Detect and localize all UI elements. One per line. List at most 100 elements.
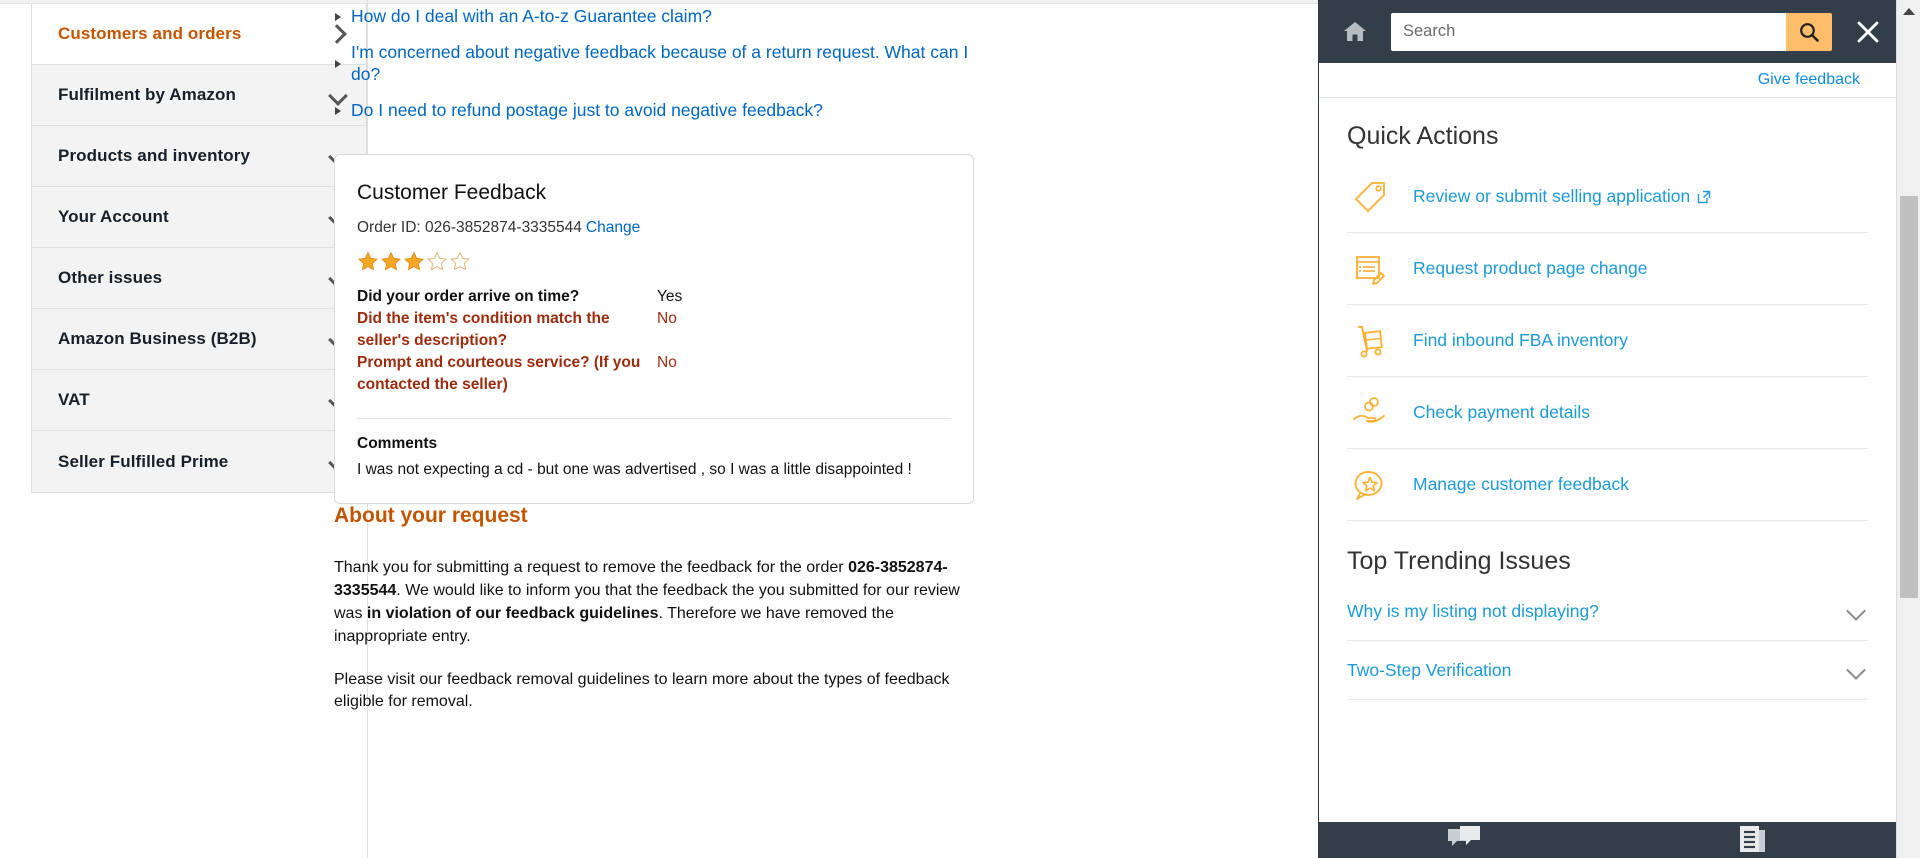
quick-action-review-selling-application[interactable]: Review or submit selling application — [1347, 161, 1868, 233]
quick-action-check-payment-details[interactable]: Check payment details — [1347, 377, 1868, 449]
quick-action-manage-customer-feedback[interactable]: Manage customer feedback — [1347, 449, 1868, 521]
chevron-down-icon — [1846, 600, 1868, 622]
sidebar-item-fulfilment-by-amazon[interactable]: Fulfilment by Amazon — [32, 65, 366, 126]
trending-issue-label: Two-Step Verification — [1347, 659, 1512, 680]
divider — [357, 418, 951, 419]
sidebar-item-label: Products and inventory — [58, 146, 251, 165]
related-faq-list: How do I deal with an A-to-z Guarantee c… — [335, 5, 1035, 135]
quick-action-label: Check payment details — [1413, 402, 1590, 423]
edit-document-icon — [1347, 246, 1393, 292]
star-empty-icon — [426, 251, 448, 271]
star-filled-icon — [358, 251, 378, 271]
table-row: Did the item's condition match the selle… — [357, 308, 951, 352]
sidebar-item-seller-fulfilled-prime[interactable]: Seller Fulfilled Prime — [32, 431, 366, 492]
give-feedback-link[interactable]: Give feedback — [1757, 71, 1860, 88]
sidebar-item-amazon-business[interactable]: Amazon Business (B2B) — [32, 309, 366, 370]
quick-action-text: Find inbound FBA inventory — [1413, 330, 1628, 350]
trending-issue-listing-not-displaying[interactable]: Why is my listing not displaying? — [1347, 582, 1868, 641]
feedback-question: Prompt and courteous service? (If you co… — [357, 354, 641, 393]
faq-link[interactable]: Do I need to refund postage just to avoi… — [351, 100, 823, 121]
sidebar-item-your-account[interactable]: Your Account — [32, 187, 366, 248]
rating-stars — [357, 251, 951, 272]
page-scrollbar[interactable] — [1896, 0, 1920, 858]
quick-action-find-inbound-fba-inventory[interactable]: Find inbound FBA inventory — [1347, 305, 1868, 377]
payment-hand-icon — [1347, 390, 1393, 436]
quick-action-label: Request product page change — [1413, 258, 1647, 279]
change-order-link[interactable]: Change — [585, 219, 641, 236]
about-text-b: . We would like to inform you that the f… — [334, 581, 960, 622]
triangle-bullet-icon — [335, 107, 341, 116]
comments-label: Comments — [357, 435, 438, 452]
chat-bubbles-icon[interactable] — [1319, 825, 1608, 855]
sidebar-item-label: Customers and orders — [58, 24, 242, 43]
order-id-label: Order ID: 026-3852874-3335544 — [357, 219, 582, 236]
sidebar-item-products-and-inventory[interactable]: Products and inventory — [32, 126, 366, 187]
list-item[interactable]: Do I need to refund postage just to avoi… — [335, 99, 1035, 121]
sidebar-item-other-issues[interactable]: Other issues — [32, 248, 366, 309]
sidebar-item-label: Seller Fulfilled Prime — [58, 451, 229, 471]
feedback-question: Did the item's condition match the selle… — [357, 310, 610, 349]
about-text-c: . Therefore we have removed the inapprop… — [334, 604, 894, 645]
help-side-panel: Give feedback Quick Actions Review or su… — [1318, 0, 1897, 858]
faq-link[interactable]: How do I deal with an A-to-z Guarantee c… — [351, 6, 712, 26]
panel-footer — [1319, 822, 1897, 858]
quick-action-text: Check payment details — [1413, 402, 1591, 422]
list-item[interactable]: How do I deal with an A-to-z Guarantee c… — [335, 5, 1035, 27]
sidebar-item-customers-and-orders[interactable]: Customers and orders — [32, 4, 366, 65]
about-violation-text: in violation of our feedback guidelines — [366, 604, 659, 622]
main-content: How do I deal with an A-to-z Guarantee c… — [334, 0, 1067, 858]
about-your-request-heading: About your request — [334, 504, 528, 527]
feedback-answer: Yes — [657, 288, 683, 305]
feedback-star-bubble-icon — [1347, 462, 1393, 508]
panel-body: Quick Actions Review or submit selling a… — [1319, 98, 1896, 822]
feedback-answers-table: Did your order arrive on time? Yes Did t… — [357, 286, 951, 396]
help-category-sidebar: Customers and orders Fulfilment by Amazo… — [31, 4, 367, 493]
scroll-up-arrow-icon[interactable] — [1897, 0, 1920, 22]
quick-action-text: Review or submit selling application — [1413, 186, 1691, 206]
home-icon[interactable] — [1333, 12, 1377, 52]
search-bar — [1391, 12, 1832, 51]
quick-action-request-product-page-change[interactable]: Request product page change — [1347, 233, 1868, 305]
document-list-icon[interactable] — [1608, 825, 1897, 855]
order-id-row: Order ID: 026-3852874-3335544 Change — [357, 219, 951, 237]
scrollbar-thumb[interactable] — [1900, 196, 1918, 598]
hand-truck-icon — [1347, 318, 1393, 364]
table-row: Prompt and courteous service? (If you co… — [357, 352, 951, 396]
comments-text: I was not expecting a cd - but one was a… — [357, 461, 912, 478]
triangle-bullet-icon — [335, 60, 341, 69]
quick-action-text: Request product page change — [1413, 258, 1648, 278]
card-title: Customer Feedback — [357, 181, 547, 204]
sidebar-item-label: Other issues — [58, 268, 163, 287]
top-trending-issues-heading: Top Trending Issues — [1347, 547, 1571, 575]
panel-header — [1319, 0, 1896, 63]
about-paragraph-2: Please visit our feedback removal guidel… — [334, 670, 950, 711]
trending-issue-two-step-verification[interactable]: Two-Step Verification — [1347, 641, 1868, 700]
feedback-answer: No — [657, 354, 677, 371]
faq-link[interactable]: I'm concerned about negative feedback be… — [351, 42, 969, 85]
close-icon[interactable] — [1840, 0, 1896, 63]
sidebar-item-vat[interactable]: VAT — [32, 370, 366, 431]
give-feedback-bar: Give feedback — [1319, 63, 1896, 98]
table-row: Did your order arrive on time? Yes — [357, 286, 951, 308]
search-input[interactable] — [1391, 12, 1786, 51]
tag-icon — [1347, 174, 1393, 220]
feedback-question: Did your order arrive on time? — [357, 288, 580, 305]
quick-action-text: Manage customer feedback — [1413, 474, 1629, 494]
quick-action-label: Find inbound FBA inventory — [1413, 330, 1628, 351]
quick-actions-heading: Quick Actions — [1347, 122, 1499, 150]
sidebar-item-label: Your Account — [58, 207, 169, 226]
external-link-icon — [1698, 190, 1711, 203]
sidebar-item-label: VAT — [58, 390, 90, 409]
about-your-request-body: Thank you for submitting a request to re… — [334, 557, 974, 734]
star-filled-icon — [381, 251, 401, 271]
quick-action-label: Manage customer feedback — [1413, 474, 1629, 495]
chevron-down-icon — [1846, 659, 1868, 681]
about-paragraph-1: Thank you for submitting a request to re… — [334, 557, 974, 649]
list-item[interactable]: I'm concerned about negative feedback be… — [335, 41, 1035, 85]
top-hairline — [0, 0, 1900, 4]
search-button[interactable] — [1786, 12, 1832, 51]
sidebar-item-label: Fulfilment by Amazon — [58, 85, 236, 104]
triangle-bullet-icon — [335, 13, 341, 21]
star-empty-icon — [449, 251, 471, 271]
star-filled-icon — [404, 251, 424, 271]
